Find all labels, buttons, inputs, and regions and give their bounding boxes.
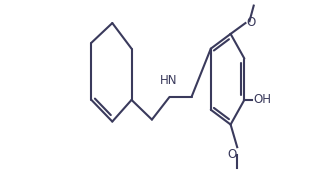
Text: O: O [227, 148, 236, 161]
Text: O: O [246, 16, 256, 29]
Text: OH: OH [253, 93, 271, 106]
Text: HN: HN [160, 74, 177, 87]
